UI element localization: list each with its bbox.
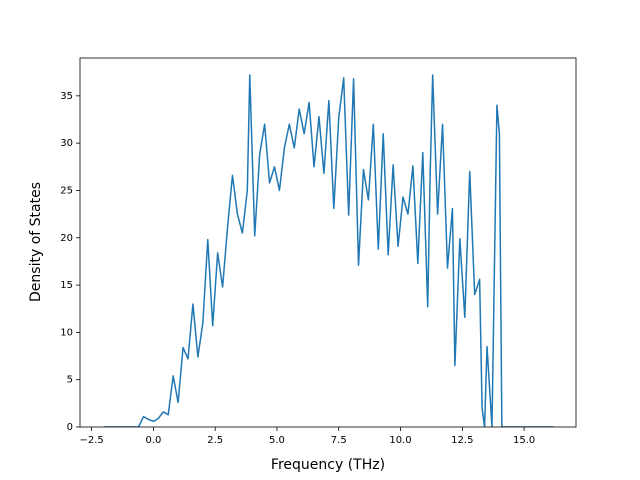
x-tick-label: 7.5 bbox=[331, 435, 347, 446]
x-tick-label: 12.5 bbox=[451, 435, 473, 446]
x-tick-label: 2.5 bbox=[207, 435, 223, 446]
y-tick-label: 35 bbox=[60, 91, 73, 102]
y-tick-label: 0 bbox=[67, 422, 73, 433]
y-tick-label: 5 bbox=[67, 375, 73, 386]
x-axis-label: Frequency (THz) bbox=[271, 457, 385, 473]
x-tick-label: 5.0 bbox=[269, 435, 285, 446]
y-tick-label: 20 bbox=[60, 233, 73, 244]
plot-frame bbox=[79, 57, 577, 428]
x-tick-label: 15.0 bbox=[513, 435, 535, 446]
y-tick-label: 30 bbox=[60, 138, 73, 149]
y-tick-label: 25 bbox=[60, 185, 73, 196]
x-tick-label: 10.0 bbox=[389, 435, 411, 446]
y-tick-label: 10 bbox=[60, 327, 73, 338]
y-tick-label: 15 bbox=[60, 280, 73, 291]
x-tick-label: −2.5 bbox=[79, 435, 103, 446]
data-line bbox=[103, 74, 554, 427]
y-axis-label: Density of States bbox=[28, 182, 44, 302]
x-tick-label: 0.0 bbox=[145, 435, 161, 446]
